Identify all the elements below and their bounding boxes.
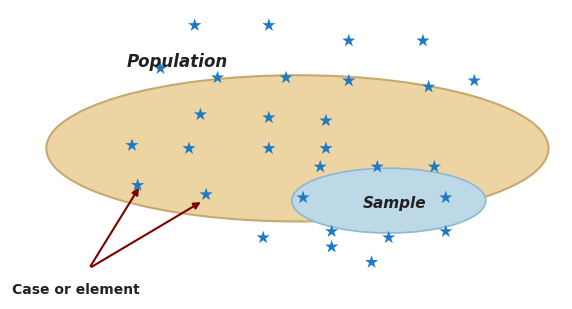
Point [418, 38, 427, 43]
Point [470, 78, 479, 83]
Point [201, 192, 210, 197]
Point [264, 115, 273, 120]
Point [281, 75, 291, 80]
Point [321, 146, 331, 151]
Point [321, 118, 331, 123]
Point [133, 183, 142, 188]
Point [441, 229, 450, 234]
Point [259, 235, 268, 240]
Point [190, 23, 199, 28]
Point [430, 164, 439, 169]
Point [264, 146, 273, 151]
Point [344, 38, 353, 43]
Point [299, 195, 308, 200]
Point [184, 146, 193, 151]
Point [316, 164, 325, 169]
Point [384, 235, 394, 240]
Point [327, 244, 336, 249]
Text: Population: Population [126, 53, 228, 71]
Text: Sample: Sample [363, 196, 426, 211]
Point [344, 78, 353, 83]
Point [367, 260, 376, 265]
Point [128, 143, 137, 148]
Point [156, 66, 165, 71]
Point [424, 84, 433, 89]
Point [196, 112, 205, 117]
Point [327, 229, 336, 234]
Point [264, 23, 273, 28]
Point [373, 164, 382, 169]
Text: Case or element: Case or element [12, 283, 140, 297]
Point [441, 195, 450, 200]
Point [213, 75, 222, 80]
Ellipse shape [46, 75, 549, 222]
Ellipse shape [292, 168, 486, 233]
